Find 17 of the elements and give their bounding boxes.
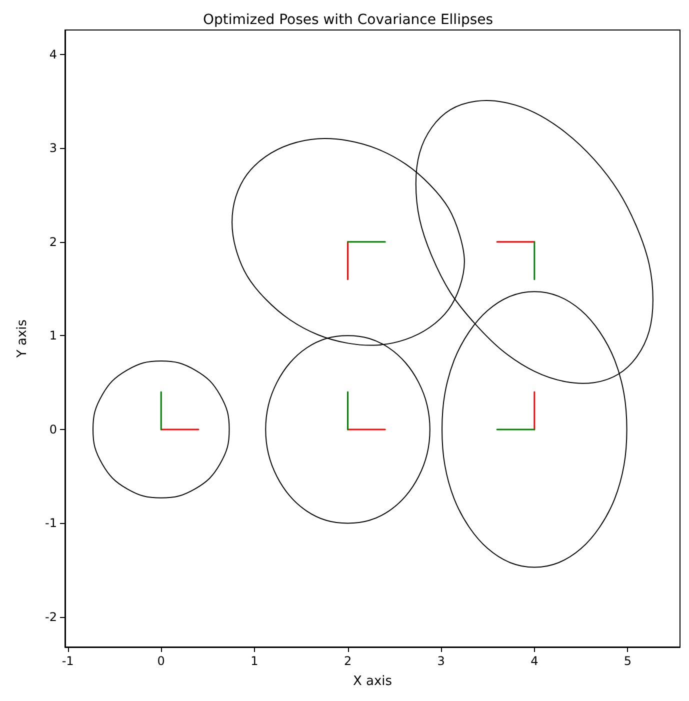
y-tick-label: 1 bbox=[49, 328, 57, 343]
x-tick-label: 2 bbox=[344, 654, 352, 668]
y-tick-label: 4 bbox=[49, 47, 57, 62]
y-tick-label: 2 bbox=[49, 234, 57, 249]
x-axis-title: X axis bbox=[352, 674, 392, 689]
y-tick-label: 3 bbox=[49, 141, 57, 156]
x-tick-label: 5 bbox=[624, 654, 632, 668]
x-tick-label: 4 bbox=[530, 654, 538, 668]
y-tick-label: -1 bbox=[45, 516, 57, 530]
x-tick-label: 3 bbox=[437, 654, 445, 668]
x-tick-label: 1 bbox=[250, 654, 258, 668]
x-tick-label: -1 bbox=[62, 654, 74, 668]
chart-title: Optimized Poses with Covariance Ellipses bbox=[202, 12, 494, 28]
y-axis-title: Y axis bbox=[15, 319, 30, 359]
x-tick-label: 0 bbox=[157, 654, 165, 668]
y-tick-label: -2 bbox=[45, 610, 57, 624]
y-tick-label: 0 bbox=[49, 422, 57, 436]
